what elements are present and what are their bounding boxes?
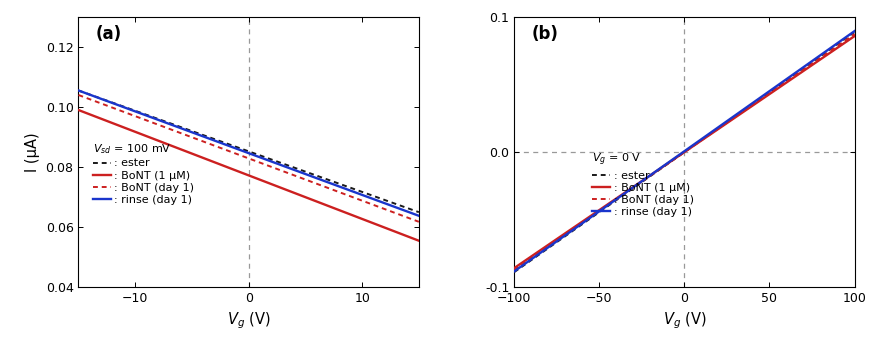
Text: (b): (b) <box>531 25 558 43</box>
Legend: : ester, : BoNT (1 μM), : BoNT (day 1), : rinse (day 1): : ester, : BoNT (1 μM), : BoNT (day 1), … <box>590 150 696 219</box>
Legend: : ester, : BoNT (1 μM), : BoNT (day 1), : rinse (day 1): : ester, : BoNT (1 μM), : BoNT (day 1), … <box>91 140 196 207</box>
Y-axis label: I (μA): I (μA) <box>25 132 40 172</box>
X-axis label: $V_g$ (V): $V_g$ (V) <box>227 311 270 331</box>
Text: (a): (a) <box>96 25 121 43</box>
X-axis label: $V_g$ (V): $V_g$ (V) <box>663 311 706 331</box>
